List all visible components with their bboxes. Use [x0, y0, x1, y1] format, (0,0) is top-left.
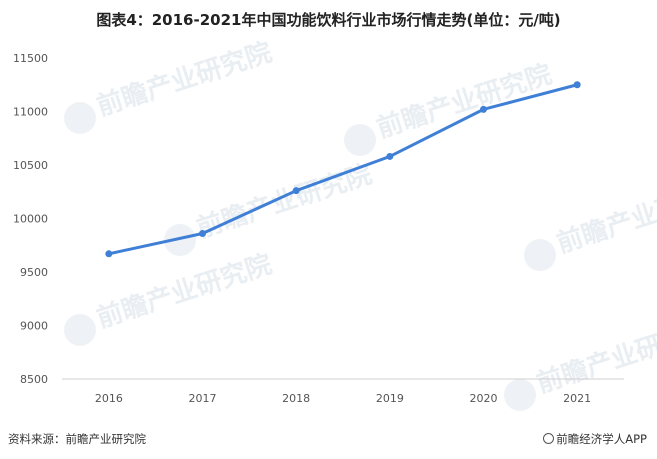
- x-tick-label: 2017: [189, 392, 217, 405]
- watermark-logo-icon: [64, 102, 96, 134]
- y-tick-label: 10000: [13, 213, 48, 226]
- data-point: [292, 187, 300, 195]
- x-axis-ticks: 2016 2017 2018 2019 2020 2021: [95, 392, 591, 405]
- data-point: [480, 105, 487, 113]
- data-point: [199, 229, 206, 237]
- watermark-text: 前瞻产业研究院: [93, 249, 276, 335]
- y-tick-label: 11500: [13, 52, 48, 65]
- x-tick-label: 2019: [376, 392, 404, 405]
- x-tick-label: 2021: [563, 392, 591, 405]
- chart-title: 图表4：2016-2021年中国功能饮料行业市场行情走势(单位：元/吨): [96, 11, 561, 29]
- brand-name: 前瞻经济学人APP: [556, 432, 647, 446]
- y-tick-label: 11000: [13, 106, 48, 119]
- y-tick-label: 8500: [20, 373, 48, 386]
- watermark-logo-icon: [64, 314, 96, 346]
- data-points: [105, 81, 581, 258]
- series-line: [107, 83, 579, 256]
- brand-logo-icon: [543, 433, 555, 444]
- x-tick-label: 2016: [95, 392, 123, 405]
- data-point: [573, 81, 581, 89]
- watermark-text: 前瞻产业研究院: [93, 37, 276, 123]
- watermark-text: 前瞻产业研究院: [553, 174, 657, 260]
- y-tick-label: 10500: [13, 159, 48, 172]
- data-point: [105, 250, 113, 258]
- watermark-text: 前瞻产业研究院: [533, 314, 657, 400]
- watermark-logo-icon: [504, 379, 536, 411]
- watermark-logo-icon: [524, 239, 556, 271]
- watermark-text: 前瞻产业研究院: [373, 59, 556, 145]
- y-tick-label: 9500: [20, 266, 48, 279]
- x-tick-label: 2020: [470, 392, 498, 405]
- watermark-logo-icon: [344, 124, 376, 156]
- brand-note: 前瞻经济学人APP: [543, 431, 647, 447]
- y-tick-label: 9000: [20, 320, 48, 333]
- watermark-logo-icon: [164, 224, 196, 256]
- x-tick-label: 2018: [282, 392, 310, 405]
- data-point: [386, 152, 394, 160]
- source-note: 资料来源：前瞻产业研究院: [8, 432, 146, 446]
- y-axis-ticks: 8500 9000 9500 10000 10500 11000 11500: [13, 52, 48, 386]
